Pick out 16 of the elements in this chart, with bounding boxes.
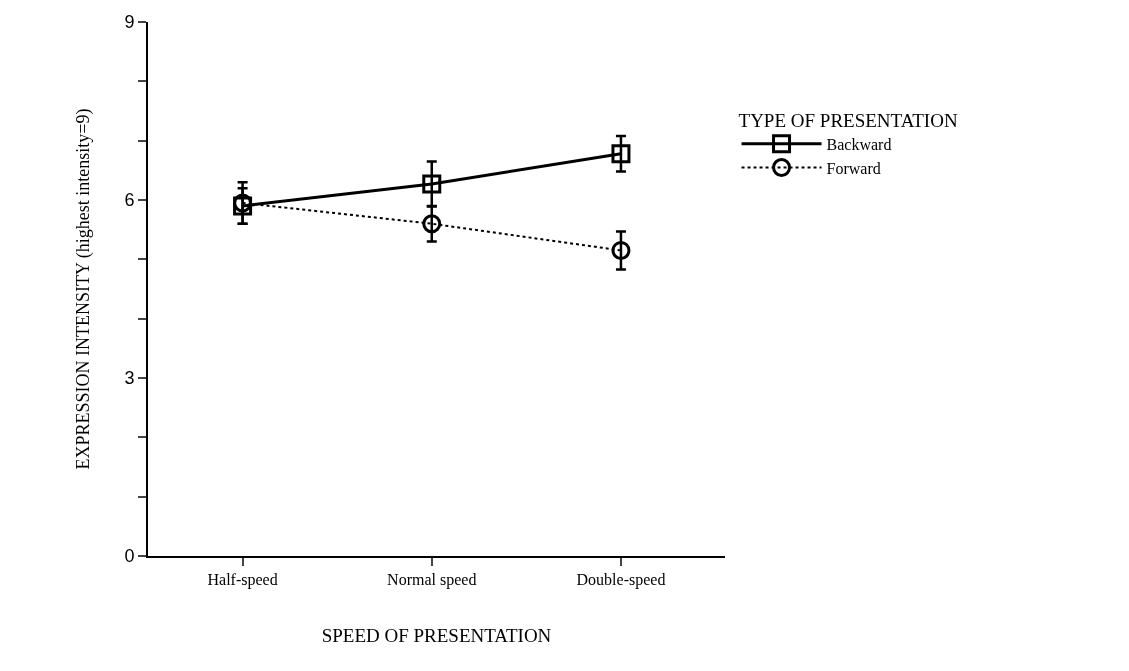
legend-label: Forward [826,159,881,177]
x-tick-label: Normal speed [387,571,477,590]
y-axis-title: EXPRESSION INTENSITY (highest intensity=9) [73,108,95,470]
point [422,174,442,194]
legend-title: TYPE OF PRESENTATION [738,109,958,131]
y-tick-label: 9 [124,12,135,33]
y-tick-label: 0 [124,546,135,567]
y-tick-label: 6 [124,190,135,211]
legend-label: Backward [826,135,892,153]
point [611,144,631,164]
x-tick-label: Half-speed [207,571,278,590]
point [611,240,631,260]
y-tick-label: 3 [124,368,135,389]
x-axis-title: SPEED OF PRESENTATION [321,624,552,646]
x-tick-label: Double-speed [576,571,666,590]
point [422,214,442,234]
